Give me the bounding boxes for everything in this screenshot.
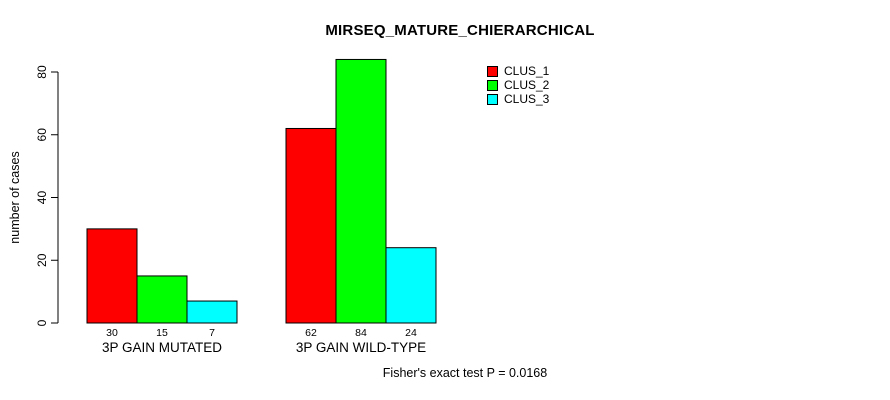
bar-clus_1-group0 [86,228,138,324]
bar-value-label: 7 [209,327,215,339]
y-tick-label: 40 [35,191,49,205]
bar-value-label: 30 [106,327,118,339]
bar-clus_2-group0 [136,275,188,324]
y-tick-label: 80 [35,65,49,79]
legend: CLUS_1 CLUS_2 CLUS_3 [487,64,549,106]
legend-label: CLUS_1 [504,64,550,78]
fisher-test-note: Fisher's exact test P = 0.0168 [382,366,548,380]
legend-item-clus_2: CLUS_2 [487,78,549,92]
chart-title: MIRSEQ_MATURE_CHIERARCHICAL [325,22,595,39]
x-category-label: 3P GAIN WILD-TYPE [296,340,426,355]
y-tick-label: 60 [35,128,49,142]
legend-swatch-clus_1 [487,65,498,77]
y-tick-label: 0 [35,319,49,326]
bar-clus_3-group0 [186,300,238,324]
x-category-label: 3P GAIN MUTATED [102,340,222,355]
y-axis-title: number of cases [8,151,22,243]
bar-value-label: 62 [305,327,317,339]
y-tick-label: 20 [35,253,49,267]
legend-swatch-clus_2 [487,79,498,91]
bar-clus_3-group1 [385,247,437,324]
bar-clus_1-group1 [285,127,337,324]
bar-value-label: 24 [405,327,417,339]
bar-clus_2-group1 [335,58,387,324]
bar-value-label: 84 [355,327,367,339]
legend-label: CLUS_2 [504,78,550,92]
legend-label: CLUS_3 [504,92,550,106]
legend-swatch-clus_3 [487,93,498,105]
legend-item-clus_1: CLUS_1 [487,64,549,78]
bar-value-label: 15 [156,327,168,339]
legend-item-clus_3: CLUS_3 [487,92,549,106]
